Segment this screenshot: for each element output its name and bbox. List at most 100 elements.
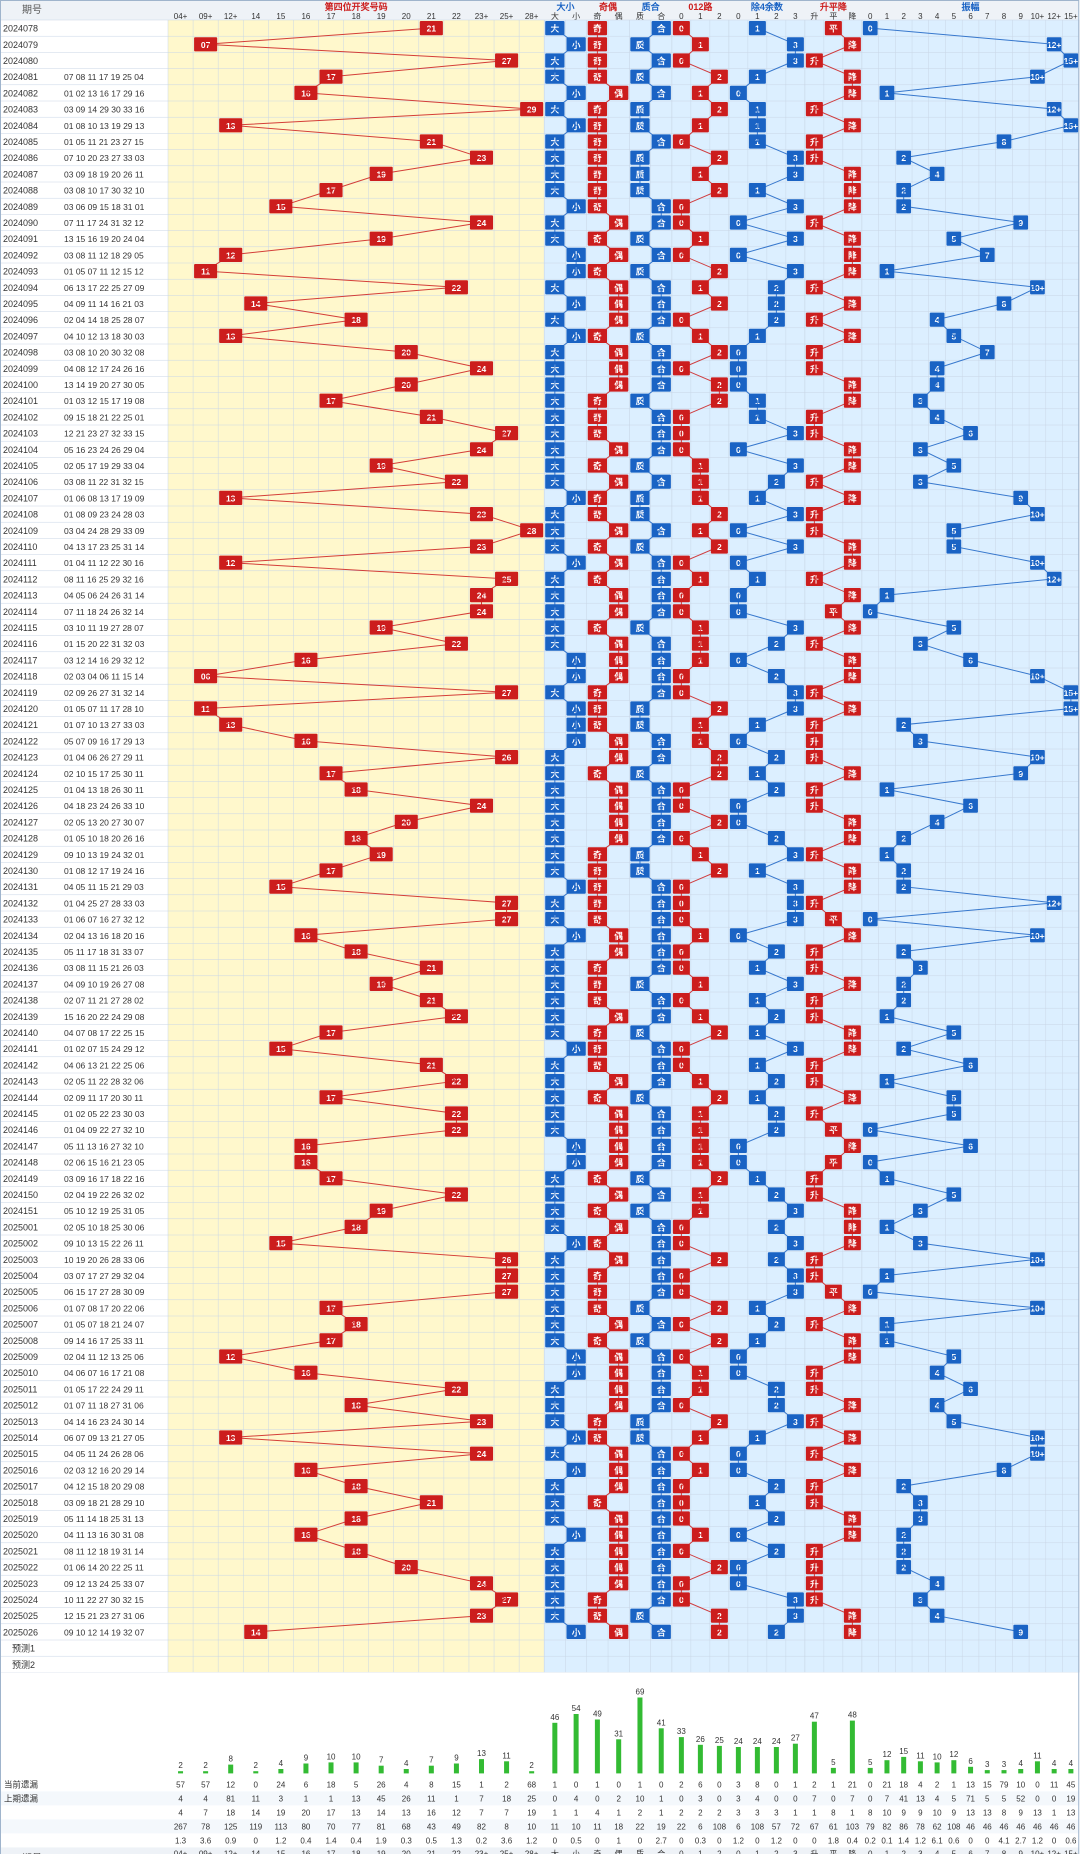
hit-label-amp: 5	[951, 623, 956, 633]
period-cell: 2024112	[3, 574, 37, 584]
period-cell: 2024093	[3, 267, 38, 277]
hit-label-amp: 7	[985, 250, 990, 260]
numbers-cell: 01 02 07 15 24 29 12	[64, 1044, 145, 1054]
histogram-value-pos: 2	[254, 1761, 259, 1770]
hit-label-pos: 27	[502, 56, 512, 66]
histogram-bar-pos	[253, 1771, 259, 1774]
numbers-cell: 05 11 14 18 25 31 13	[64, 1514, 144, 1524]
period-cell: 2024087	[3, 169, 38, 179]
numbers-cell: 04 05 11 15 21 29 03	[64, 882, 144, 892]
numbers-cell: 09 12 13 24 25 33 07	[64, 1579, 145, 1589]
histogram-value-spj: 5	[831, 1758, 836, 1767]
hit-label-spj: 降	[848, 979, 857, 989]
period-cell: 2024091	[3, 234, 38, 244]
hit-label-spj: 降	[848, 299, 857, 309]
histogram-bar-amp	[1018, 1769, 1024, 1774]
hit-label-pos: 19	[376, 850, 386, 860]
hit-label-pos: 22	[452, 283, 462, 293]
hit-label-spj: 降	[848, 882, 857, 892]
stat-row-label: 当前遗漏	[4, 1779, 39, 1789]
numbers-cell: 02 03 12 16 20 29 14	[64, 1465, 145, 1475]
hit-label-lu: 2	[717, 396, 722, 406]
footer-col-header-pos-9: 20	[402, 1849, 411, 1854]
histogram-bar-jo	[616, 1739, 622, 1774]
stat-value: 2	[935, 1780, 940, 1789]
footer-col-header-amp-3: 3	[918, 1849, 923, 1854]
period-cell: 2024119	[3, 688, 37, 698]
hit-label-amp: 8	[1002, 1465, 1007, 1475]
col-header-pos-8: 19	[377, 12, 386, 21]
stat-value: 8	[831, 1808, 836, 1817]
footer-col-header-zh-1: 合	[657, 1848, 665, 1854]
hit-label-pos: 23	[477, 542, 487, 552]
col-header-lu-2: 2	[717, 12, 722, 21]
stat-value: 13	[983, 1808, 992, 1817]
period-cell: 2024090	[3, 218, 38, 228]
stat-value: 61	[829, 1822, 838, 1831]
histogram-value-dx: 46	[550, 1713, 559, 1722]
trend-line-dx	[554, 27, 577, 1633]
numbers-cell: 06 13 17 22 25 27 09	[64, 283, 145, 293]
stat-value: 21	[848, 1780, 857, 1789]
numbers-cell: 02 04 19 22 26 32 02	[64, 1190, 145, 1200]
hit-label-pos: 19	[376, 234, 386, 244]
stat-value: 3	[755, 1808, 760, 1817]
stat-value: 2	[679, 1808, 684, 1817]
footer-bg	[0, 1847, 1080, 1854]
numbers-cell: 15 16 20 22 24 29 08	[64, 1012, 145, 1022]
numbers-cell: 01 04 13 18 26 30 11	[64, 785, 144, 795]
hit-label-amp: 6	[968, 801, 973, 811]
histogram-value-amp: 3	[985, 1760, 990, 1769]
period-cell: 2024099	[3, 364, 38, 374]
hit-label-spj: 降	[848, 331, 857, 341]
stat-row-bg	[0, 1805, 1080, 1820]
histogram-bar-mod4	[754, 1747, 760, 1774]
numbers-cell: 01 06 07 16 27 32 12	[64, 915, 145, 925]
histogram-bar-mod4	[735, 1747, 741, 1774]
col-header-amp-10: 10+	[1031, 12, 1045, 21]
period-cell: 2024107	[3, 493, 38, 503]
stat-value: 0.2	[476, 1836, 488, 1845]
numbers-cell: 04 09 10 19 26 27 08	[64, 979, 145, 989]
hit-label-pos: 24	[477, 607, 487, 617]
period-cell: 2024149	[3, 1174, 38, 1184]
period-cell: 2024097	[3, 331, 38, 341]
period-cell: 2024086	[3, 153, 38, 163]
footer-col-header-pos-6: 17	[327, 1849, 336, 1854]
numbers-cell: 10 11 22 27 30 32 15	[64, 1595, 144, 1605]
stat-value: 108	[947, 1822, 961, 1831]
period-cell: 2025015	[3, 1449, 38, 1459]
hit-label-jo: 偶	[614, 1627, 623, 1637]
hit-label-jo: 偶	[614, 88, 623, 98]
hit-label-pos: 24	[477, 445, 487, 455]
stat-row-bg	[0, 1791, 1080, 1806]
numbers-cell: 01 04 09 22 27 32 10	[64, 1125, 145, 1135]
period-cell: 2024136	[3, 963, 38, 973]
stat-value: 1.2	[1032, 1836, 1044, 1845]
footer-col-header-jo-1: 偶	[615, 1848, 623, 1854]
stat-value: 108	[751, 1822, 765, 1831]
header-bg	[0, 0, 1080, 20]
stat-value: 26	[402, 1794, 411, 1803]
histogram-value-pos: 4	[279, 1759, 284, 1768]
stat-value: 1.2	[526, 1836, 538, 1845]
numbers-cell: 08 11 12 18 19 31 14	[64, 1546, 144, 1556]
col-header-zh-1: 合	[657, 11, 665, 21]
stat-value: 57	[176, 1780, 185, 1789]
trend-line-pos	[204, 27, 534, 1633]
period-cell: 2025016	[3, 1465, 38, 1475]
hit-label-pos: 18	[351, 1222, 361, 1232]
footer-col-header-amp-1: 1	[885, 1849, 890, 1854]
period-cell: 2025005	[3, 1287, 38, 1297]
col-header-jo-1: 偶	[615, 11, 623, 21]
stat-value: 10	[572, 1822, 581, 1831]
period-cell: 2024140	[3, 1028, 38, 1038]
hit-label-jo: 偶	[614, 1012, 623, 1022]
stat-value: 1	[952, 1780, 957, 1789]
stat-value: 8	[755, 1780, 760, 1789]
stat-value: 57	[772, 1822, 781, 1831]
stat-value: 45	[377, 1794, 386, 1803]
histogram-bar-pos	[228, 1764, 234, 1774]
col-header-pos-4: 15	[276, 12, 285, 21]
hit-label-pos: 20	[402, 380, 412, 390]
